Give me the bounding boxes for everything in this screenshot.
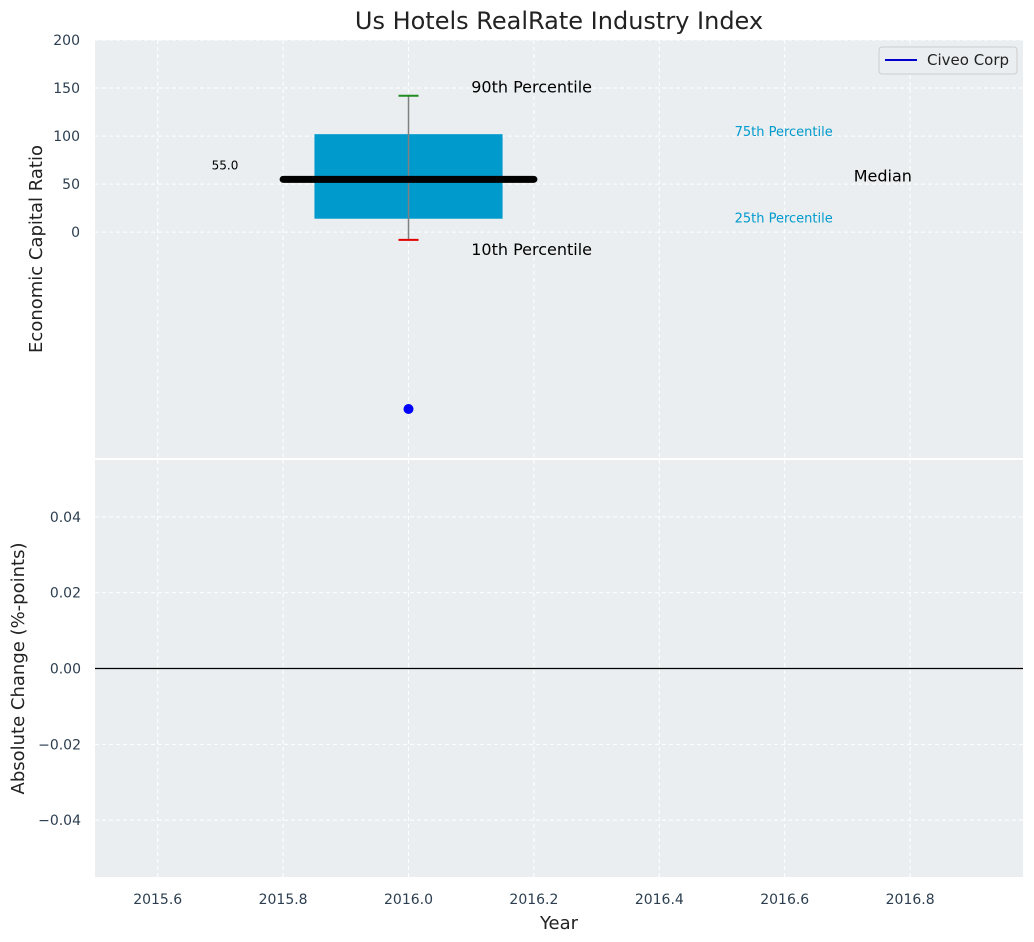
chart-title: Us Hotels RealRate Industry Index bbox=[355, 7, 763, 35]
bottom-y-tick-label: 0.00 bbox=[50, 662, 81, 678]
top-y-tick-label: 100 bbox=[53, 129, 80, 145]
x-axis-label: Year bbox=[539, 913, 579, 934]
legend-label: Civeo Corp bbox=[927, 51, 1009, 69]
legend: Civeo Corp bbox=[878, 46, 1018, 75]
legend-box bbox=[878, 46, 1018, 75]
top-grid bbox=[95, 39, 1023, 458]
top-y-tick-label: 150 bbox=[53, 81, 80, 97]
x-tick-label: 2015.6 bbox=[133, 892, 182, 908]
x-tick-label: 2016.0 bbox=[384, 892, 433, 908]
p25-label: 25th Percentile bbox=[735, 212, 833, 227]
top-y-tick-label: 0 bbox=[71, 225, 80, 241]
x-tick-label: 2015.8 bbox=[259, 892, 308, 908]
bottom-y-tick-label: 0.02 bbox=[50, 586, 81, 602]
bottom-y-tick-label: −0.04 bbox=[38, 813, 81, 829]
p90-label: 90th Percentile bbox=[471, 78, 592, 97]
x-tick-label: 2016.4 bbox=[635, 892, 684, 908]
bottom-y-tick-label: 0.04 bbox=[50, 510, 81, 526]
median-value-label: 55.0 bbox=[212, 158, 239, 172]
p75-label: 75th Percentile bbox=[735, 125, 833, 140]
x-tick-label: 2016.8 bbox=[886, 892, 935, 908]
top-panel-background bbox=[95, 40, 1023, 458]
top-y-tick-label: 200 bbox=[53, 33, 80, 49]
bottom-y-axis-label: Absolute Change (%-points) bbox=[8, 543, 29, 795]
company-point bbox=[403, 403, 414, 414]
p10-label: 10th Percentile bbox=[471, 240, 592, 259]
top-y-tick-label: 50 bbox=[62, 177, 80, 193]
bottom-y-tick-label: −0.02 bbox=[38, 737, 81, 753]
top-y-axis-label: Economic Capital Ratio bbox=[26, 145, 47, 353]
median-label: Median bbox=[854, 166, 912, 185]
x-tick-label: 2016.6 bbox=[760, 892, 809, 908]
x-tick-label: 2016.2 bbox=[509, 892, 558, 908]
